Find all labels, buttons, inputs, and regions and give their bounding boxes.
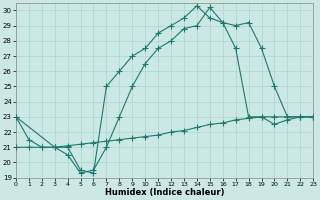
X-axis label: Humidex (Indice chaleur): Humidex (Indice chaleur) (105, 188, 224, 197)
